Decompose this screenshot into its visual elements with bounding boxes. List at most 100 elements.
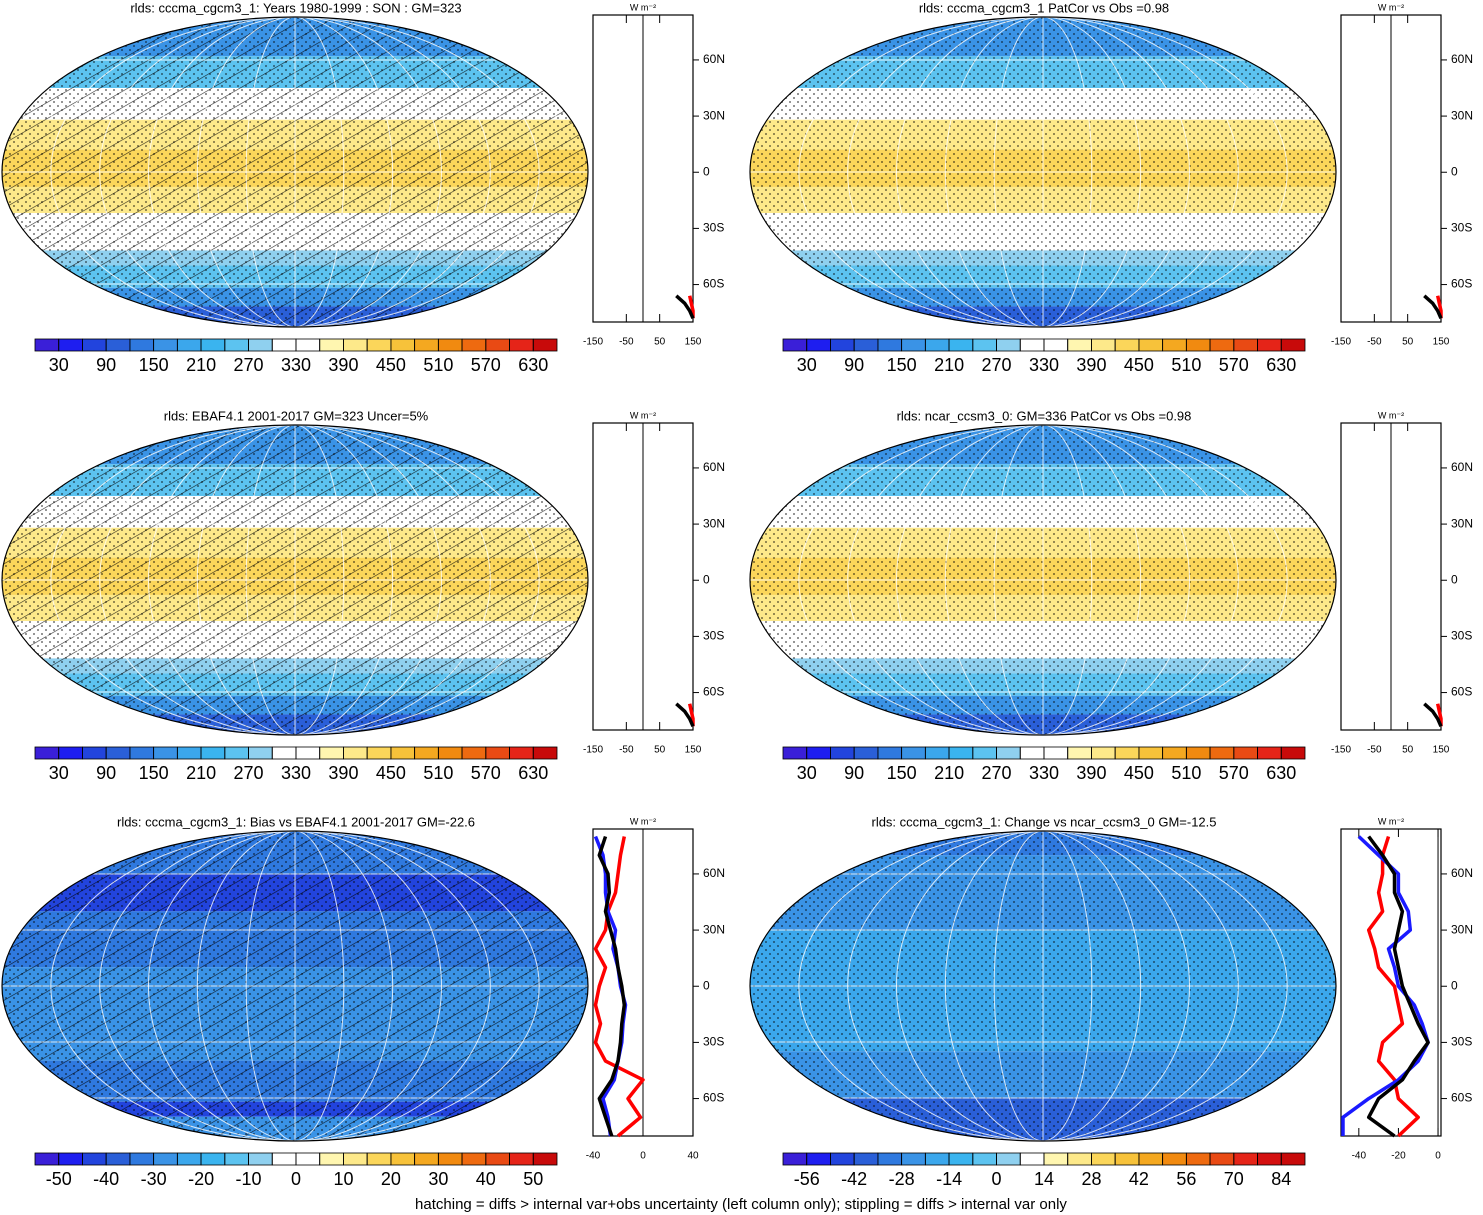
x-tick-label: -150 [583, 337, 603, 348]
colorbar-box [1209, 338, 1235, 352]
colorbar-box [224, 338, 249, 352]
colorbar-box [414, 746, 439, 760]
y-tick-label: 60N [703, 866, 725, 880]
colorbar-box [853, 338, 879, 352]
colorbar-box [1257, 746, 1282, 760]
colorbar-box [1257, 338, 1282, 352]
colorbar-box [901, 1152, 926, 1166]
graticule [993, 425, 1093, 735]
colorbar-box [461, 746, 487, 760]
colorbar-box [901, 338, 926, 352]
colorbar-box [1162, 338, 1187, 352]
colorbar-box [1114, 338, 1140, 352]
colorbar-label: 90 [96, 763, 116, 783]
colorbar-box [200, 338, 226, 352]
graticule [99, 425, 491, 735]
colorbar-box [390, 746, 416, 760]
graticule [196, 17, 394, 327]
colorbar-box [58, 1152, 83, 1166]
colorbar-label: -30 [141, 1169, 167, 1189]
colorbar-box [366, 338, 392, 352]
colorbar-box [1185, 746, 1211, 760]
colorbar-box [877, 1152, 903, 1166]
colorbar-box [485, 746, 510, 760]
graticule [993, 831, 1093, 1141]
y-tick-label: 60N [703, 52, 725, 66]
colorbar-label: 330 [281, 763, 311, 783]
x-tick-label: 0 [640, 1151, 646, 1162]
y-tick-label: 60N [1451, 460, 1473, 474]
map-border [1, 830, 589, 1142]
colorbar-box [390, 338, 416, 352]
x-tick-label: -50 [1367, 745, 1382, 756]
colorbar-label: 50 [523, 1169, 543, 1189]
colorbar-label: 30 [797, 763, 817, 783]
colorbar-box [901, 746, 926, 760]
y-tick-label: 0 [703, 164, 710, 178]
zonal-line [675, 702, 695, 728]
colorbar-label: 510 [423, 355, 453, 375]
colorbar-box [1138, 746, 1164, 760]
colorbar-box [1091, 746, 1116, 760]
colorbar-box [248, 1152, 273, 1166]
colorbar-box [1138, 1152, 1164, 1166]
colorbar-box [782, 338, 808, 352]
colorbar-box [414, 338, 439, 352]
colorbar-label: -50 [46, 1169, 72, 1189]
colorbar-box [248, 746, 273, 760]
colorbar-label: 28 [1081, 1169, 1101, 1189]
colorbar-box [366, 1152, 392, 1166]
graticule [993, 17, 1093, 327]
colorbar-label: 40 [476, 1169, 496, 1189]
colorbar-box [853, 1152, 879, 1166]
y-tick-label: 30S [1451, 629, 1472, 643]
y-tick-label: 0 [1451, 164, 1458, 178]
colorbar-box [437, 1152, 463, 1166]
colorbar-box [414, 1152, 439, 1166]
colorbar-box [224, 1152, 249, 1166]
colorbar-label: 90 [844, 355, 864, 375]
graticule [196, 831, 394, 1141]
colorbar-box [924, 1152, 950, 1166]
colorbar-label: 630 [518, 763, 548, 783]
colorbar-label: 30 [428, 1169, 448, 1189]
graticule [148, 831, 442, 1141]
colorbar-box [200, 1152, 226, 1166]
colorbar-box [1091, 338, 1116, 352]
colorbar-box [1067, 1152, 1092, 1166]
graticule [245, 425, 345, 735]
y-tick-label: 0 [703, 572, 710, 586]
zonal-line [593, 836, 645, 1138]
colorbar-box [295, 338, 321, 352]
colorbar-box [129, 338, 155, 352]
zonal-units: W m⁻² [630, 816, 656, 826]
colorbar-box [295, 746, 321, 760]
colorbar-label: 570 [1219, 763, 1249, 783]
x-tick-label: -40 [586, 1151, 601, 1162]
graticule [944, 17, 1142, 327]
y-tick-label: 60N [1451, 866, 1473, 880]
colorbar-box [82, 338, 107, 352]
colorbar-box [830, 1152, 855, 1166]
colorbar-box [877, 746, 903, 760]
x-tick-label: -150 [1331, 337, 1351, 348]
colorbar-label: 630 [1266, 355, 1296, 375]
map [2, 425, 588, 735]
colorbar-box [1280, 746, 1306, 760]
colorbar-label: 390 [328, 355, 358, 375]
y-tick-label: 30N [703, 516, 725, 530]
y-tick-label: 30S [703, 1035, 724, 1049]
graticule [944, 831, 1142, 1141]
zonal-units: W m⁻² [630, 410, 656, 420]
panel-title: rlds: cccma_cgcm3_1 PatCor vs Obs =0.98 [919, 0, 1169, 15]
colorbar-box [782, 746, 808, 760]
y-tick-label: 30N [1451, 108, 1473, 122]
x-tick-label: 150 [1433, 745, 1450, 756]
colorbar-box [853, 746, 879, 760]
graticule [148, 425, 442, 735]
colorbar-box [82, 746, 107, 760]
x-tick-label: -20 [1391, 1151, 1406, 1162]
panel-title: rlds: EBAF4.1 2001-2017 GM=323 Uncer=5% [164, 408, 429, 423]
zonal-frame [1340, 828, 1442, 1137]
